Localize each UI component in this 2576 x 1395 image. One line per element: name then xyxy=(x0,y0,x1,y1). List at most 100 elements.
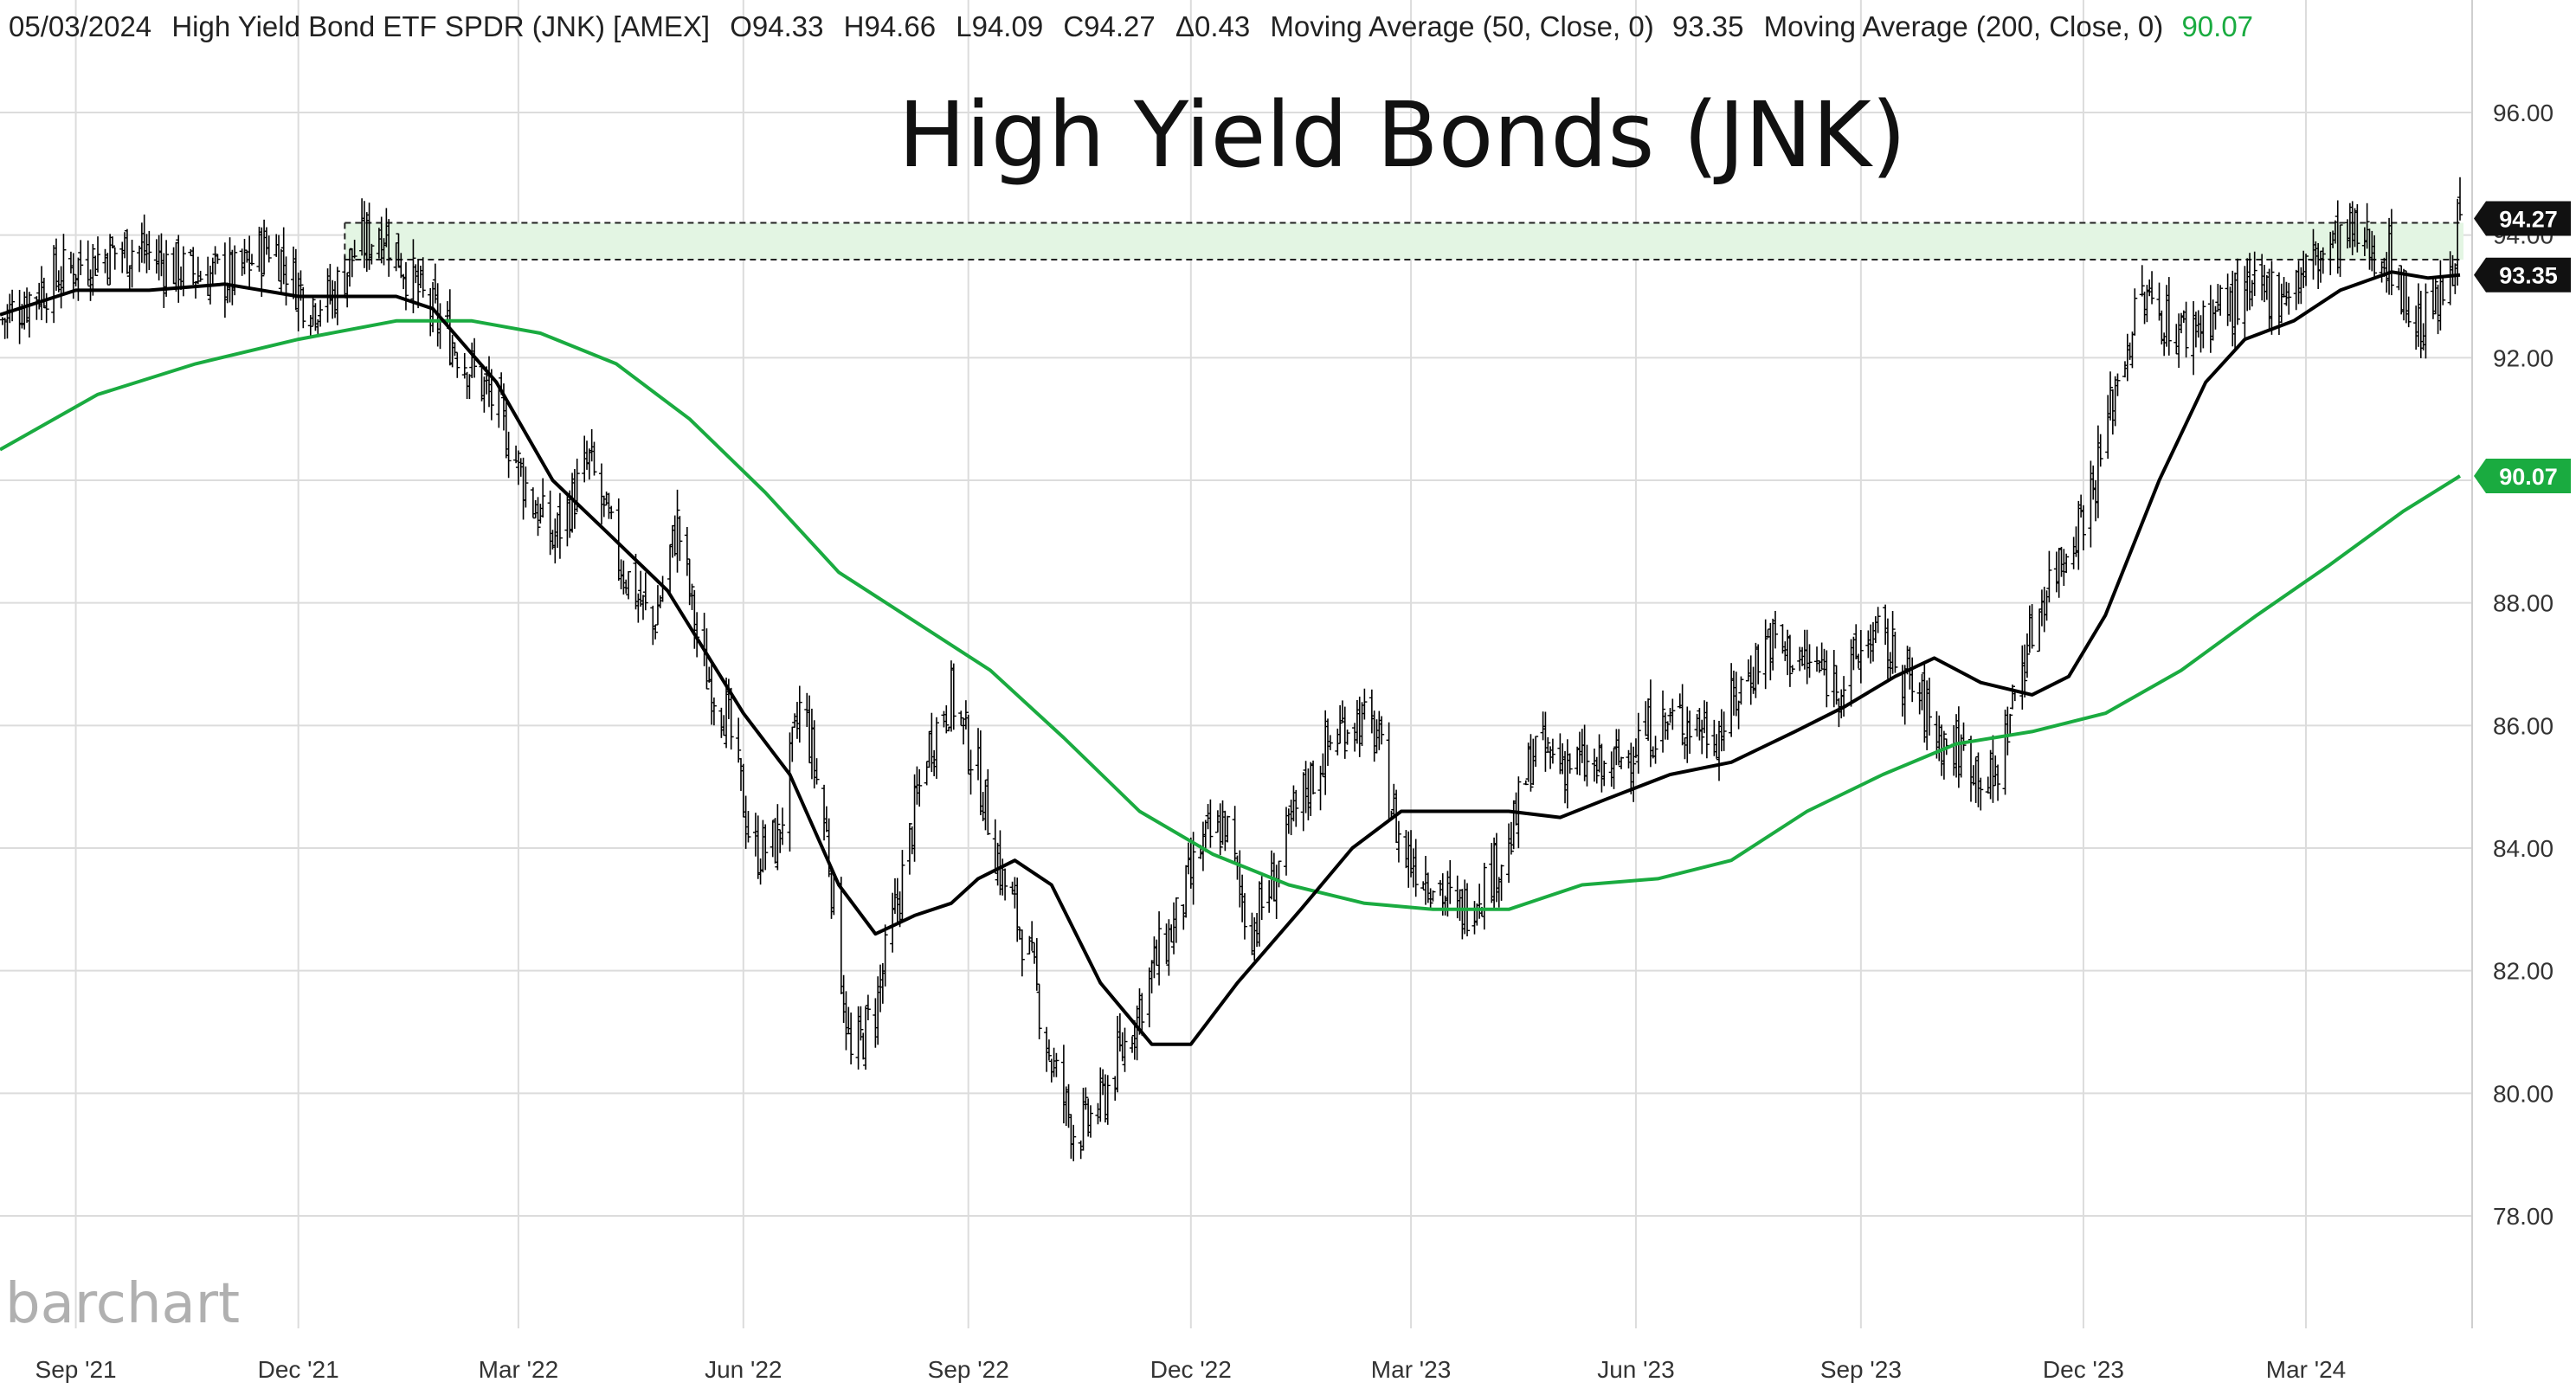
ma200-line xyxy=(0,318,2462,911)
ohlc-bar xyxy=(2022,644,2028,698)
header-info: 05/03/2024 High Yield Bond ETF SPDR (JNK… xyxy=(9,10,2253,42)
x-tick-label: Jun '23 xyxy=(1597,1356,1674,1383)
ohlc-bar xyxy=(402,261,409,311)
ohlc-bar xyxy=(2097,434,2103,467)
ohlc-bar xyxy=(452,342,458,357)
ohlc-bar xyxy=(1542,711,1549,772)
ohlc-bar xyxy=(1978,777,1984,811)
ohlc-bar xyxy=(1665,721,1671,740)
ohlc-bar xyxy=(259,227,265,297)
x-tick-label: Dec '21 xyxy=(258,1356,339,1383)
ohlc-bar xyxy=(1173,897,1179,943)
ohlc-bar xyxy=(1071,1124,1077,1161)
ohlc-bar xyxy=(609,505,615,519)
ohlc-bar xyxy=(684,526,690,576)
ohlc-bar xyxy=(917,768,923,807)
ohlc-bar xyxy=(1762,619,1768,690)
ohlc-bar xyxy=(1890,611,1896,674)
ohlc-bar xyxy=(1523,780,1529,786)
ohlc-bar xyxy=(1046,1039,1052,1061)
ohlc-bar xyxy=(2108,371,2114,421)
ohlc-bar xyxy=(1413,839,1419,897)
ohlc-bar xyxy=(1014,878,1021,942)
ohlc-bar xyxy=(1122,1027,1128,1072)
ohlc-bar xyxy=(689,583,695,611)
header-open: O94.33 xyxy=(730,10,823,42)
ohlc-bar xyxy=(780,807,786,845)
y-tick-label: 88.00 xyxy=(2493,590,2553,617)
ohlc-bar xyxy=(1858,629,1864,684)
ohlc-bar xyxy=(2354,203,2360,253)
x-tick-label: Jun '22 xyxy=(705,1356,782,1383)
ohlc-bar xyxy=(1053,1052,1059,1077)
ohlc-bar xyxy=(899,850,905,921)
ohlc-bar xyxy=(1787,634,1793,687)
ohlc-bar xyxy=(2005,706,2011,755)
ohlc-bar xyxy=(2200,300,2206,349)
ohlc-bar xyxy=(1631,746,1637,802)
ohlc-bar xyxy=(1635,712,1641,774)
ohlc-bar xyxy=(1034,938,1040,991)
ohlc-bar xyxy=(1104,1075,1111,1125)
ohlc-bar xyxy=(763,824,769,871)
ohlc-bar xyxy=(1019,929,1025,977)
ohlc-bar xyxy=(2218,285,2224,316)
ohlc-bar xyxy=(1232,806,1238,863)
ohlc-bar xyxy=(1738,676,1744,705)
ohlc-bar xyxy=(745,811,751,843)
x-axis-ticks: Sep '21 Dec '21 Mar '22 Jun '22 Sep '22 Dec '… xyxy=(35,1356,2347,1383)
y-tick-label: 96.00 xyxy=(2493,100,2553,126)
header-date: 05/03/2024 xyxy=(9,10,151,42)
ohlc-bar xyxy=(1427,888,1433,908)
ohlc-bar xyxy=(1259,876,1265,921)
ohlc-bar xyxy=(1679,684,1685,746)
ohlc-bar xyxy=(369,243,375,265)
ohlc-bar xyxy=(197,270,203,282)
ohlc-bar xyxy=(1087,1105,1093,1138)
ohlc-bar xyxy=(2115,373,2121,396)
x-tick-label: Sep '22 xyxy=(928,1356,1009,1383)
header-high: H94.66 xyxy=(844,10,936,42)
ohlc-bar xyxy=(2303,254,2309,286)
ohlc-bar xyxy=(2405,296,2412,328)
ohlc-bar xyxy=(215,254,221,264)
ohlc-bar xyxy=(1670,698,1676,730)
ohlc-bar xyxy=(300,286,306,329)
ohlc-bar xyxy=(796,685,802,743)
ohlc-bar xyxy=(2457,177,2463,221)
ohlc-bar xyxy=(2080,505,2086,550)
ohlc-bar xyxy=(1699,719,1705,755)
ohlc-bar xyxy=(653,624,659,640)
x-tick-label: Mar '22 xyxy=(479,1356,559,1383)
ohlc-bar xyxy=(1772,610,1778,649)
ohlc-bar xyxy=(1909,657,1916,703)
chart-title: High Yield Bonds (JNK) xyxy=(898,82,1907,188)
ohlc-bar xyxy=(535,497,541,537)
ohlc-bar xyxy=(2149,271,2155,305)
resistance-band xyxy=(345,222,2463,260)
ohlc-bar xyxy=(943,705,950,734)
ohlc-bar xyxy=(242,239,248,275)
ohlc-bar xyxy=(677,516,683,562)
header-ma50-label: Moving Average (50, Close, 0) xyxy=(1270,10,1653,42)
ohlc-bar xyxy=(1036,984,1042,1039)
ohlc-bar xyxy=(112,247,118,270)
ohlc-bar xyxy=(1311,760,1317,794)
y-tick-label: 86.00 xyxy=(2493,712,2553,739)
header-close: C94.27 xyxy=(1063,10,1155,42)
x-tick-label: Sep '23 xyxy=(1820,1356,1902,1383)
ohlc-bar xyxy=(814,758,820,785)
ohlc-bar xyxy=(1386,722,1392,820)
ma50-badge: 93.35 xyxy=(2474,257,2571,292)
ohlc-bar xyxy=(129,240,135,288)
ohlc-bar xyxy=(1508,821,1514,855)
ohlc-bar xyxy=(858,1006,864,1041)
ohlc-bar xyxy=(1533,736,1539,768)
ohlc-bar xyxy=(2320,247,2326,274)
ohlc-bar xyxy=(386,219,392,277)
header-ma200-value: 90.07 xyxy=(2181,10,2253,42)
x-tick-label: Mar '23 xyxy=(1371,1356,1452,1383)
ohlc-bar xyxy=(2234,258,2240,325)
ohlc-bar xyxy=(1545,736,1551,752)
ohlc-bar xyxy=(591,441,597,476)
